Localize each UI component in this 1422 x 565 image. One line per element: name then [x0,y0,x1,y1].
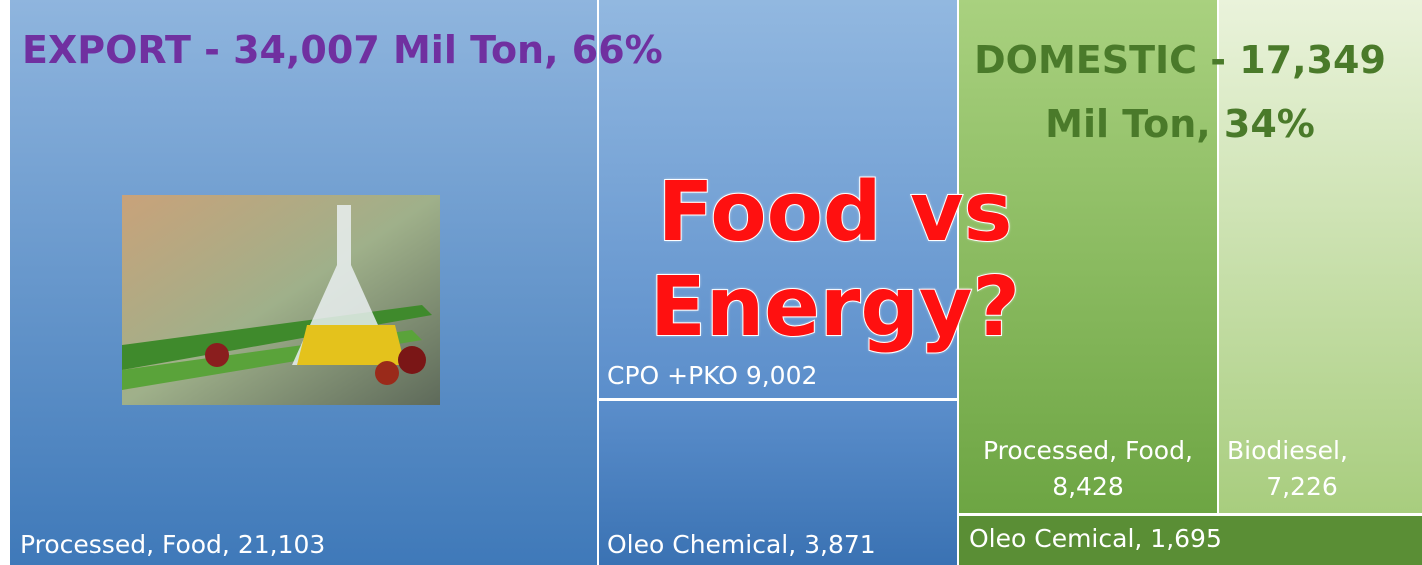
export-title: EXPORT - 34,007 Mil Ton, 66% [22,28,663,72]
block-label: CPO +PKO 9,002 [607,361,818,390]
label-line: Biodiesel, [1227,436,1348,465]
block-label: Processed, Food, 21,103 [20,530,326,559]
block-label: Biodiesel, 7,226 [1227,433,1377,505]
title-line: Mil Ton, 34% [1045,102,1315,146]
export-cpo-pko: CPO +PKO 9,002 [599,0,957,398]
export-oleo-chemical: Oleo Chemical, 3,871 [599,401,957,565]
block-label: Processed, Food, 8,428 [959,433,1217,505]
photo [122,195,440,405]
domestic-oleo-chemical: Oleo Cemical, 1,695 [959,516,1422,565]
domestic-title: DOMESTIC - 17,349 Mil Ton, 34% [970,28,1390,156]
block-label: Oleo Cemical, 1,695 [969,524,1222,553]
domestic-processed-food: Processed, Food, 8,428 [959,0,1217,513]
domestic-biodiesel: Biodiesel, 7,226 [1219,0,1422,513]
label-line: 7,226 [1266,472,1338,501]
label-line: Processed, Food, [983,436,1193,465]
label-line: 8,428 [1052,472,1124,501]
title-line: DOMESTIC - 17,349 [974,38,1386,82]
headline: Food vs Energy? [649,164,1021,356]
block-label: Oleo Chemical, 3,871 [607,530,876,559]
